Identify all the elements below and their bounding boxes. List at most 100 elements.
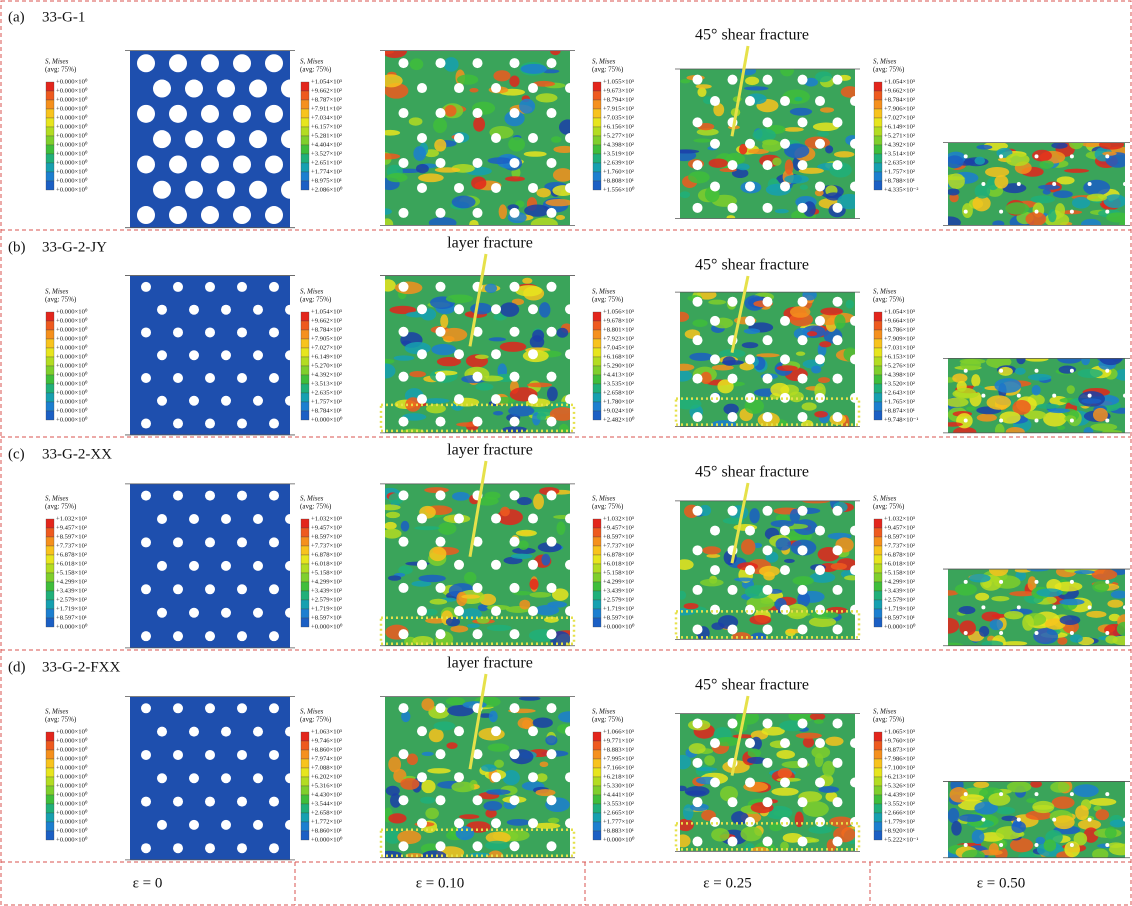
legend-swatch — [301, 82, 309, 91]
hole — [173, 703, 183, 713]
stress-patch — [946, 398, 969, 407]
legend-value: +1.765×10² — [884, 399, 915, 406]
stress-patch — [946, 155, 964, 168]
legend-swatch — [301, 519, 309, 528]
legend-swatch — [593, 528, 601, 537]
hole — [763, 335, 773, 345]
hole — [473, 629, 483, 639]
hole — [763, 75, 773, 85]
hole — [281, 181, 299, 199]
hole — [693, 160, 703, 170]
legend-swatch — [874, 555, 882, 564]
stress-patch — [378, 208, 392, 215]
hole — [436, 327, 446, 337]
legend-value: +7.045×10² — [603, 345, 634, 352]
hole — [815, 139, 825, 149]
stress-patch — [1081, 398, 1101, 403]
legend-avg: (avg: 75%) — [592, 296, 624, 304]
hole — [417, 726, 427, 736]
legend-swatch — [46, 555, 54, 564]
legend-value: +7.737×10² — [311, 543, 342, 550]
legend-value: +1.779×10² — [884, 819, 915, 826]
stress-patch — [709, 159, 728, 168]
stress-patch — [962, 850, 985, 862]
legend-swatch — [874, 411, 882, 420]
stress-patch — [424, 487, 448, 493]
legend-value: +0.000×10⁰ — [56, 407, 88, 415]
legend-swatch — [46, 609, 54, 618]
legend-swatch — [301, 384, 309, 393]
hole — [205, 491, 215, 501]
legend-swatch — [593, 411, 601, 420]
stress-patch — [948, 808, 960, 823]
legend-swatch — [874, 528, 882, 537]
stress-patch — [407, 754, 418, 765]
stress-patch — [527, 383, 552, 388]
stress-patch — [973, 781, 989, 788]
stress-patch — [545, 199, 572, 206]
legend-swatch — [874, 366, 882, 375]
hole — [1052, 182, 1056, 186]
stress-patch — [547, 601, 567, 607]
legend-value: +8.597×10¹ — [884, 615, 915, 622]
legend-avg: (avg: 75%) — [873, 503, 905, 511]
hole — [1105, 418, 1109, 422]
stress-patch — [1102, 152, 1116, 156]
legend-value: +6.168×10² — [603, 354, 634, 361]
hole — [285, 608, 295, 618]
hole — [728, 837, 738, 847]
legend-swatch — [874, 813, 882, 822]
hole — [285, 514, 295, 524]
stress-patch — [553, 146, 575, 153]
legend-value: +4.299×10² — [311, 579, 342, 586]
specimen — [940, 778, 1132, 863]
legend-swatch — [46, 546, 54, 555]
stress-patch — [1092, 569, 1118, 580]
hole — [693, 758, 703, 768]
hole — [1088, 605, 1092, 609]
hole — [565, 772, 575, 782]
legend-value: +9.024×10¹ — [603, 408, 634, 415]
hole — [265, 155, 283, 173]
legend-swatch — [301, 402, 309, 411]
stress-patch — [559, 424, 569, 435]
hole — [999, 154, 1003, 158]
legend-value: +0.000×10⁰ — [56, 398, 88, 406]
hole — [547, 537, 557, 547]
legend-value: +5.271×10² — [884, 133, 915, 140]
stress-patch — [377, 359, 395, 364]
hole — [436, 417, 446, 427]
hole — [981, 818, 985, 822]
legend-swatch — [46, 795, 54, 804]
legend-value: +6.878×10² — [56, 552, 87, 559]
legend-avg: (avg: 75%) — [45, 66, 77, 74]
legend-swatch — [46, 777, 54, 786]
legend-swatch — [46, 573, 54, 582]
hole — [547, 629, 557, 639]
legend-swatch — [874, 127, 882, 136]
stress-patch — [489, 337, 506, 341]
specimen — [672, 63, 862, 221]
hole — [798, 374, 808, 384]
hole — [693, 412, 703, 422]
legend-value: +2.086×10⁰ — [311, 186, 343, 194]
hole — [850, 738, 860, 748]
stress-patch — [1000, 411, 1021, 423]
hole — [399, 282, 409, 292]
stress-patch — [825, 737, 843, 746]
legend-value: +6.149×10² — [884, 124, 915, 131]
stress-patch — [811, 366, 821, 374]
hole — [173, 797, 183, 807]
hole — [528, 514, 538, 524]
legend-value: +4.299×10² — [884, 579, 915, 586]
legend-swatch — [46, 600, 54, 609]
legend-title: S, Mises — [873, 58, 897, 66]
legend-swatch — [46, 750, 54, 759]
legend-swatch — [301, 321, 309, 330]
stress-patch — [960, 359, 981, 370]
annotation: 45° shear fracture — [695, 257, 809, 274]
legend-swatch — [874, 591, 882, 600]
legend-avg: (avg: 75%) — [873, 296, 905, 304]
hole — [547, 208, 557, 218]
hole — [745, 181, 755, 191]
